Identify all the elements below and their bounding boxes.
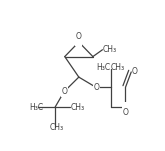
- Text: O: O: [132, 67, 137, 76]
- FancyBboxPatch shape: [61, 86, 68, 97]
- Text: CH₃: CH₃: [103, 45, 117, 54]
- Text: O: O: [76, 32, 82, 41]
- Text: H₃C—: H₃C—: [30, 103, 51, 112]
- Text: CH₃: CH₃: [70, 103, 84, 112]
- Text: CH₃: CH₃: [111, 63, 125, 72]
- Text: CH₃: CH₃: [49, 123, 64, 132]
- Text: O: O: [123, 108, 128, 117]
- FancyBboxPatch shape: [93, 82, 100, 93]
- FancyBboxPatch shape: [122, 102, 129, 113]
- Text: O: O: [93, 83, 99, 92]
- Text: O: O: [61, 87, 67, 96]
- FancyBboxPatch shape: [75, 35, 82, 46]
- Text: H₃C: H₃C: [96, 63, 110, 72]
